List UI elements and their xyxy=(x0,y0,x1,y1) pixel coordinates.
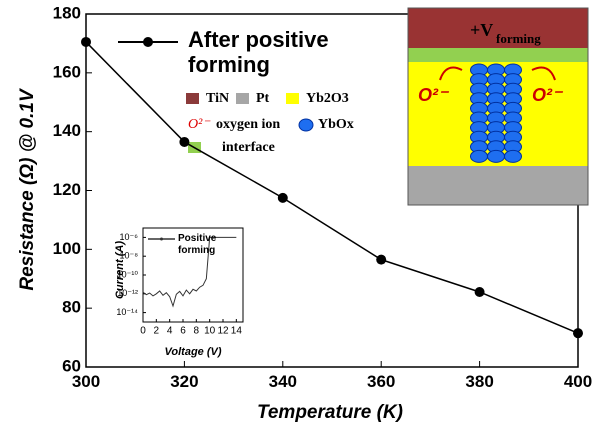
x-axis-title: Temperature (K) xyxy=(257,402,403,423)
legend-label: After positive forming xyxy=(188,27,358,78)
x-tick-label: 0 xyxy=(140,326,146,337)
interface-layer xyxy=(408,48,588,62)
y-tick-label: 10⁻¹⁴ xyxy=(116,307,138,317)
point xyxy=(179,137,189,147)
x-tick-label: 360 xyxy=(367,372,395,391)
swatch xyxy=(299,119,313,131)
voltage-subscript: forming xyxy=(496,31,541,46)
ybox-ball xyxy=(505,150,522,162)
x-tick-label: 10 xyxy=(204,326,216,337)
swatch xyxy=(286,93,299,104)
x-tick-label: 320 xyxy=(170,372,198,391)
legend-label: YbOx xyxy=(318,117,354,132)
ybox-ball xyxy=(488,150,505,162)
legend-marker xyxy=(143,37,153,47)
point xyxy=(376,255,386,265)
ion-label: O²⁻ xyxy=(418,85,450,105)
y-tick-label: 10⁻¹² xyxy=(117,288,138,298)
inset-x-title: Voltage (V) xyxy=(164,346,221,358)
ybox-ball xyxy=(471,150,488,162)
ybox-filament xyxy=(471,64,522,162)
x-tick-label: 2 xyxy=(154,326,160,337)
y-tick-label: 10⁻⁸ xyxy=(119,251,138,261)
swatch xyxy=(186,93,199,104)
x-tick-label: 12 xyxy=(217,326,229,337)
point xyxy=(573,328,583,338)
page: Resistance (Ω) @ 0.1V Temperature (K) Ti… xyxy=(0,0,592,433)
schematic-legend: TiN Pt Yb2O3 O²⁻ oxygen ion YbOx interfa… xyxy=(186,91,354,155)
legend-label: TiN xyxy=(206,91,229,106)
x-tick-label: 400 xyxy=(564,372,592,391)
x-tick-label: 8 xyxy=(194,326,200,337)
x-tick-label: 4 xyxy=(167,326,173,337)
pt-layer xyxy=(408,166,588,205)
legend-label: Pt xyxy=(256,91,270,106)
legend-marker xyxy=(160,238,163,241)
x-tick-label: 340 xyxy=(269,372,297,391)
x-tick-label: 6 xyxy=(180,326,186,337)
point xyxy=(81,37,91,47)
y-tick-label: 180 xyxy=(53,3,81,22)
legend-label: O²⁻ xyxy=(188,117,211,132)
y-axis-title: Resistance (Ω) @ 0.1V xyxy=(17,88,38,291)
y-tick-label: 100 xyxy=(53,239,81,258)
schematic: +V forming O²⁻ O²⁻ xyxy=(408,8,588,205)
legend-label: Yb2O3 xyxy=(306,91,349,106)
legend-label: oxygen ion xyxy=(216,117,280,132)
legend-label: interface xyxy=(222,140,275,155)
inset-legend-label: Positive forming xyxy=(178,233,238,256)
x-tick-label: 380 xyxy=(465,372,493,391)
y-tick-label: 80 xyxy=(62,298,81,317)
y-tick-label: 120 xyxy=(53,180,81,199)
point xyxy=(278,193,288,203)
y-tick-label: 10⁻⁶ xyxy=(120,232,139,242)
y-tick-label: 10⁻¹⁰ xyxy=(117,269,139,279)
voltage-label: +V xyxy=(470,20,493,40)
y-tick-label: 160 xyxy=(53,62,81,81)
x-tick-label: 14 xyxy=(231,326,243,337)
point xyxy=(475,287,485,297)
ion-label: O²⁻ xyxy=(532,85,564,105)
y-tick-label: 140 xyxy=(53,121,81,140)
y-tick-label: 60 xyxy=(62,356,81,375)
swatch xyxy=(236,93,249,104)
